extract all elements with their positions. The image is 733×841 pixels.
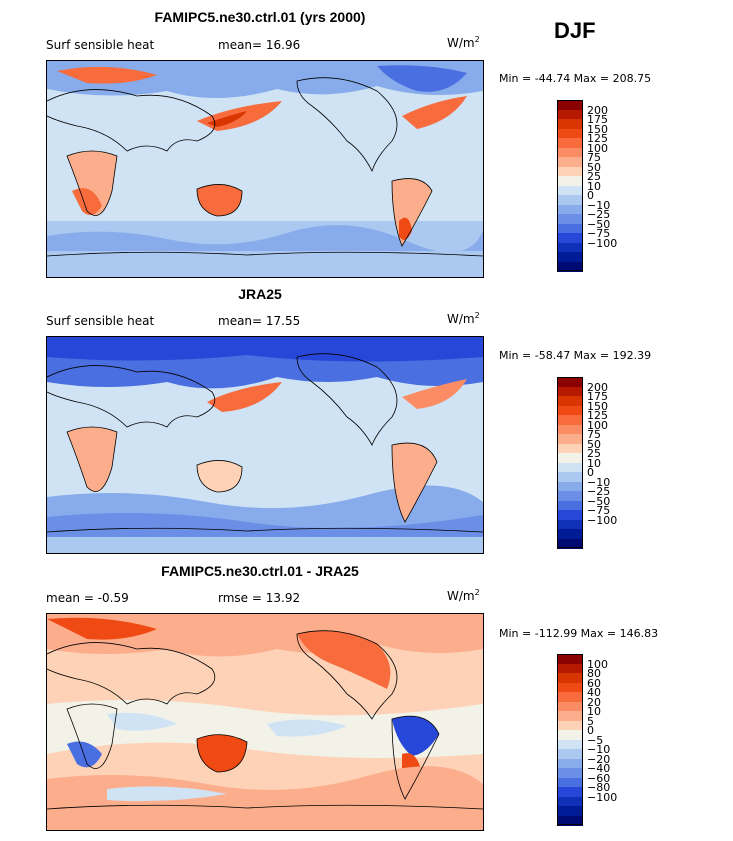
panel-3-title: FAMIPC5.ne30.ctrl.01 - JRA25 (161, 563, 359, 579)
colorbar-tick-label: 10 (587, 179, 601, 193)
panel-1-minmax: Min = -44.74 Max = 208.75 (499, 72, 652, 85)
panel-2-units: W/m2 (447, 311, 480, 326)
colorbar-tick-label: 100 (587, 141, 608, 155)
colorbar-tick-label: −100 (587, 790, 618, 804)
colorbar-tick-label: 150 (587, 399, 608, 413)
panel-2-minmax: Min = -58.47 Max = 192.39 (499, 349, 652, 362)
colorbar-tick-label: −25 (587, 208, 611, 221)
season-label: DJF (554, 18, 596, 43)
colorbar-frame (557, 100, 583, 271)
panel-3-minmax: Min = -112.99 Max = 146.83 (499, 627, 659, 640)
colorbar-tick-label: −80 (587, 781, 611, 794)
panel-2-mean-label: mean= 17.55 (218, 314, 301, 328)
colorbar-tick-label: 125 (587, 409, 608, 422)
colorbar-tick-label: 25 (587, 170, 601, 183)
colorbar-tick-label: 20 (587, 695, 601, 709)
panel-1-variable-label: Surf sensible heat (46, 38, 155, 52)
colorbar-frame (557, 654, 583, 825)
colorbar-tick-label: −60 (587, 771, 611, 785)
panel-1-units: W/m2 (447, 35, 480, 50)
colorbar-tick-label: −50 (587, 494, 611, 508)
colorbar-tick-label: 50 (587, 437, 601, 451)
colorbar-tick-label: 150 (587, 122, 608, 136)
colorbar-tick-label: 125 (587, 132, 608, 145)
colorbar-tick-label: −10 (587, 743, 611, 756)
panel-3-map (46, 613, 484, 831)
panel-2-variable-label: Surf sensible heat (46, 314, 155, 328)
panel-1-map (46, 60, 484, 278)
colorbar-tick-label: −50 (587, 217, 611, 231)
colorbar-tick-label: 100 (587, 657, 608, 671)
panel-3-rmse-label: rmse = 13.92 (218, 591, 301, 605)
panel-2-map (46, 336, 484, 554)
panel-2-title: JRA25 (238, 286, 282, 302)
colorbar-tick-label: −5 (587, 733, 604, 747)
colorbar-tick-label: −100 (587, 513, 618, 527)
colorbar-tick-label: 10 (587, 705, 601, 718)
colorbar-tick-label: 100 (587, 418, 608, 432)
panel-3-map-field (47, 614, 483, 830)
colorbar-tick-label: −10 (587, 475, 611, 489)
colorbar-tick-label: 175 (587, 390, 608, 403)
colorbar-tick-label: 75 (587, 151, 601, 164)
colorbar-tick-label: −40 (587, 762, 611, 775)
colorbar-tick-label: −75 (587, 227, 611, 240)
colorbar-tick-label: −10 (587, 198, 611, 212)
panel-1-map-field (47, 61, 483, 277)
panel-1-colorbar: 200 175 150 125 100 75 50 25 10 0 −10 −25 −50 −75 −100 (557, 100, 647, 272)
colorbar-tick-label: 50 (587, 160, 601, 174)
panel-2-map-field (47, 337, 483, 553)
colorbar-tick-label: 0 (587, 466, 594, 479)
colorbar-tick-label: 200 (587, 380, 608, 394)
colorbar-tick-label: 0 (587, 189, 594, 202)
colorbar-tick-label: 0 (587, 724, 594, 737)
colorbar-tick-label: 175 (587, 113, 608, 126)
colorbar-tick-label: −25 (587, 485, 611, 498)
colorbar-tick-label: 10 (587, 456, 601, 470)
panel-2-colorbar: 200 175 150 125 100 75 50 25 10 0 −10 −25 −50 −75 −100 (557, 377, 647, 549)
colorbar-frame (557, 377, 583, 548)
panel-1-mean-label: mean= 16.96 (218, 38, 301, 52)
panel-3-colorbar: 100 80 60 40 20 10 5 0 −5 −10 −20 −40 −60 −80 −100 (557, 654, 647, 826)
colorbar-tick-label: 60 (587, 676, 601, 690)
panel-3-units: W/m2 (447, 588, 480, 603)
colorbar-tick-label: 40 (587, 686, 601, 699)
colorbar-tick-label: −100 (587, 236, 618, 250)
colorbar-tick-label: 200 (587, 103, 608, 117)
colorbar-tick-label: −20 (587, 752, 611, 766)
colorbar-tick-label: 80 (587, 667, 601, 680)
colorbar-tick-label: 5 (587, 714, 594, 728)
panel-3-mean-label: mean = -0.59 (46, 591, 129, 605)
panel-1-title: FAMIPC5.ne30.ctrl.01 (yrs 2000) (154, 9, 366, 25)
colorbar-tick-label: 25 (587, 447, 601, 460)
colorbar-tick-label: 75 (587, 428, 601, 441)
colorbar-tick-label: −75 (587, 504, 611, 517)
